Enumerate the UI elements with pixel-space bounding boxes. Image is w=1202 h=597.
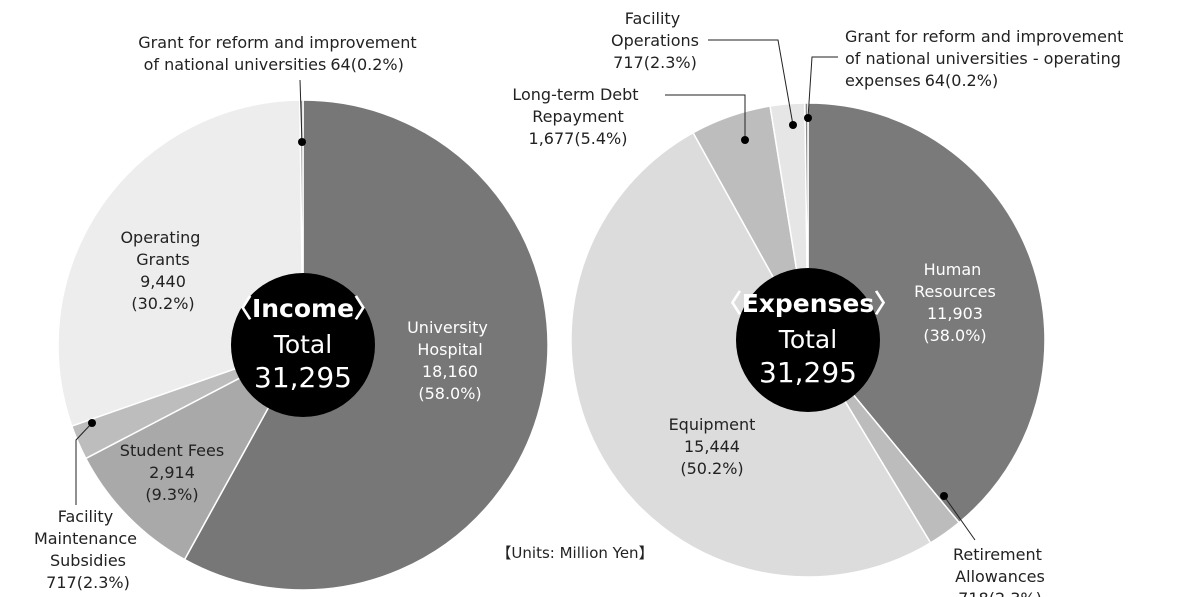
leader-dot <box>741 136 749 144</box>
center-total: 31,295 <box>759 356 857 389</box>
percent-label: (2.3%) <box>77 573 130 592</box>
percent-label: (30.2%) <box>131 294 194 313</box>
percent-label: (38.0%) <box>923 326 986 345</box>
percent-label: (50.2%) <box>680 459 743 478</box>
percent-label: (0.2%) <box>351 55 404 74</box>
percent-label: (2.3%) <box>989 589 1042 597</box>
leader-line <box>299 79 303 143</box>
units-note: 【Units: Million Yen】 <box>496 544 653 562</box>
slice-label: Human Resources <box>914 260 996 301</box>
leader-dot <box>940 492 948 500</box>
center-subtitle: Total <box>778 325 837 354</box>
slice-label: Facility Operations <box>611 9 699 50</box>
value-percent-label: 717(2.3%) <box>46 573 130 592</box>
slice-label: Grant for reform and improvement of nati… <box>138 33 421 74</box>
leader-line <box>708 39 794 126</box>
value-label: 64 <box>925 71 945 90</box>
percent-label: (9.3%) <box>145 485 198 504</box>
slice-label: Operating Grants <box>120 228 205 269</box>
slice-label: Facility Maintenance Subsidies <box>34 507 142 570</box>
value-label: 9,440 <box>140 272 186 291</box>
value-label: 11,903 <box>927 304 983 323</box>
value-label: 64 <box>330 55 350 74</box>
value-label: 717 <box>613 53 644 72</box>
value-percent-label: 1,677(5.4%) <box>529 129 628 148</box>
center-title: 〈Expenses〉 <box>717 289 900 318</box>
value-label: 2,914 <box>149 463 195 482</box>
value-percent-label: 718(2.3%) <box>958 589 1042 597</box>
center-subtitle: Total <box>273 330 332 359</box>
leader-line <box>75 422 93 505</box>
center-disc <box>736 268 880 412</box>
leader-line <box>665 94 746 140</box>
value-label: 15,444 <box>684 437 740 456</box>
value-label: 18,160 <box>422 362 478 381</box>
leader-dot <box>804 114 812 122</box>
center-disc <box>231 273 375 417</box>
value-label: 717 <box>46 573 77 592</box>
pie-slice <box>807 102 1046 524</box>
value-label: 718 <box>958 589 989 597</box>
value-label: 1,677 <box>529 129 575 148</box>
value-percent-label: 64(0.2%) <box>925 71 999 90</box>
slice-label: Equipment <box>669 415 756 434</box>
pie-slice <box>84 343 305 561</box>
slice-label: Long-term Debt Repayment <box>512 85 643 126</box>
slice-label: Grant for reform and improvement of nati… <box>845 27 1128 90</box>
slice-label: University Hospital <box>407 318 493 359</box>
slice-label: Retirement Allowances <box>953 545 1047 586</box>
percent-label: (58.0%) <box>418 384 481 403</box>
leader-line <box>807 56 838 119</box>
value-percent-label: 64(0.2%) <box>330 55 404 74</box>
center-title: 〈Income〉 <box>227 294 379 323</box>
slice-label: Student Fees <box>120 441 224 460</box>
center-total: 31,295 <box>254 361 352 394</box>
leader-line <box>943 495 976 541</box>
leader-dot <box>88 419 96 427</box>
percent-label: (0.2%) <box>945 71 998 90</box>
percent-label: (2.3%) <box>644 53 697 72</box>
leader-dot <box>298 138 306 146</box>
leader-dot <box>789 121 797 129</box>
percent-label: (5.4%) <box>574 129 627 148</box>
value-percent-label: 717(2.3%) <box>613 53 697 72</box>
